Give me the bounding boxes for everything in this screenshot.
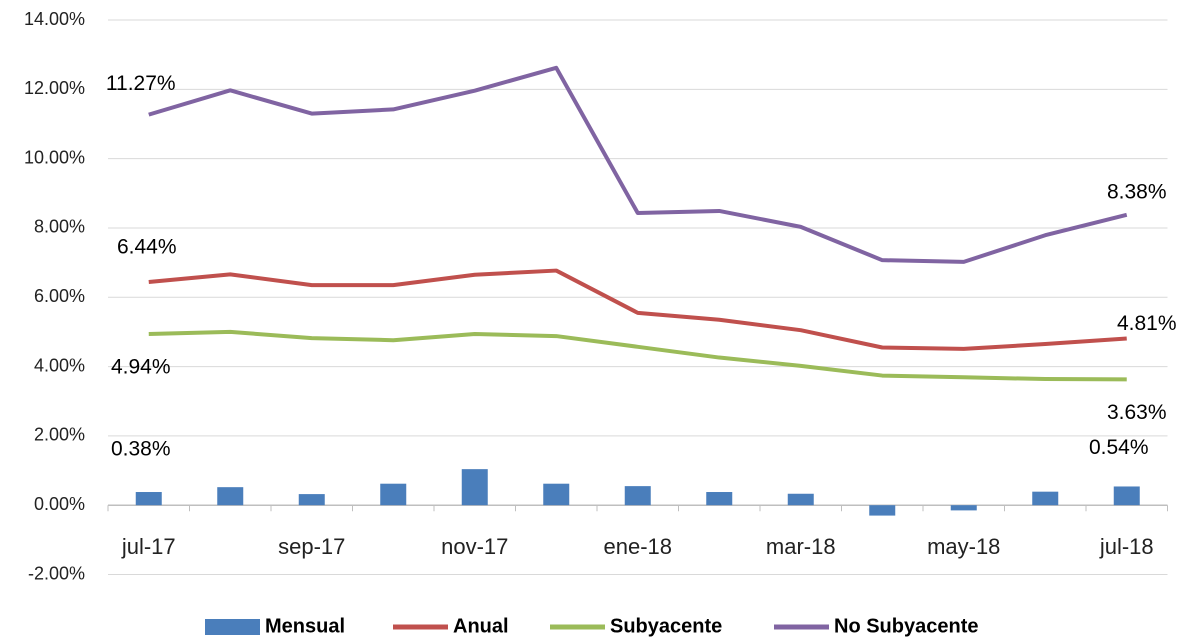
bar — [217, 487, 244, 506]
y-tick-label: -2.00% — [28, 563, 85, 583]
line — [148, 268, 1127, 351]
legend-swatch — [205, 619, 260, 635]
legend-label: No Subyacente — [834, 615, 978, 637]
y-tick-label: 0.00% — [34, 494, 85, 514]
x-tick-label: jul-17 — [121, 534, 176, 559]
x-tick-label: jul-18 — [1099, 534, 1154, 559]
legend-label: Subyacente — [610, 615, 722, 637]
bar — [461, 469, 488, 506]
y-tick-label: 14.00% — [24, 9, 85, 29]
x-tick-label: may-18 — [927, 534, 1000, 559]
data-label: 4.81% — [1117, 312, 1177, 335]
bar — [1113, 486, 1140, 506]
bar — [624, 486, 651, 506]
x-tick-label: nov-17 — [441, 534, 508, 559]
data-label: 0.54% — [1089, 436, 1149, 459]
bar — [787, 493, 814, 506]
y-tick-label: 4.00% — [34, 355, 85, 375]
y-tick-label: 8.00% — [34, 217, 85, 237]
y-tick-label: 6.00% — [34, 286, 85, 306]
y-tick-label: 2.00% — [34, 425, 85, 445]
data-label: 11.27% — [106, 72, 176, 95]
bar — [135, 492, 162, 506]
data-label: 6.44% — [117, 236, 177, 259]
y-tick-label: 12.00% — [24, 78, 85, 98]
bar — [380, 483, 407, 506]
bar — [1032, 491, 1059, 506]
bar — [950, 505, 977, 511]
bar — [706, 492, 733, 506]
bar — [298, 494, 325, 506]
legend-label: Mensual — [265, 615, 345, 637]
y-tick-label: 10.00% — [24, 147, 85, 167]
bar — [543, 483, 570, 506]
line — [148, 329, 1127, 382]
data-label: 0.38% — [111, 438, 171, 461]
line — [148, 65, 1128, 264]
bar — [869, 505, 896, 516]
data-label: 3.63% — [1107, 401, 1167, 424]
data-label: 8.38% — [1107, 180, 1167, 203]
data-label: 4.94% — [111, 356, 171, 379]
x-tick-label: mar-18 — [766, 534, 836, 559]
legend-label: Anual — [453, 615, 509, 637]
x-tick-label: ene-18 — [603, 534, 672, 559]
x-tick-label: sep-17 — [278, 534, 345, 559]
